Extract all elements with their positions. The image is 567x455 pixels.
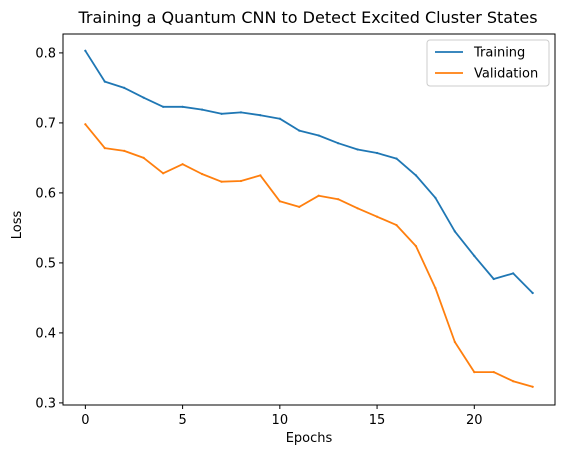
- data-point-validation: [142, 156, 145, 159]
- x-axis-label: Epochs: [286, 431, 333, 446]
- data-point-training: [512, 272, 515, 275]
- data-point-validation: [123, 149, 126, 152]
- data-point-validation: [259, 174, 262, 177]
- data-point-training: [162, 105, 165, 108]
- data-point-training: [123, 86, 126, 89]
- legend: Training Validation: [426, 39, 550, 87]
- chart-title: Training a Quantum CNN to Detect Excited…: [77, 8, 537, 27]
- data-point-validation: [239, 179, 243, 183]
- data-point-validation: [181, 163, 184, 166]
- data-point-validation: [473, 371, 476, 374]
- data-point-training: [492, 277, 495, 281]
- data-point-validation: [278, 200, 281, 203]
- data-point-validation: [84, 123, 87, 126]
- y-tick-label: 0.4: [35, 326, 56, 341]
- data-point-training: [298, 129, 301, 132]
- data-point-validation: [356, 207, 359, 210]
- axes: 0 5 10 15 20 0.3 0.4 0.5 0.6 0.7 0.8: [35, 33, 556, 428]
- data-point-training: [278, 117, 281, 120]
- data-point-validation: [512, 380, 515, 383]
- data-point-validation: [492, 371, 495, 374]
- x-tick-label: 0: [81, 413, 89, 428]
- data-point-training: [239, 111, 243, 114]
- legend-label-training: Training: [473, 46, 525, 61]
- data-point-training: [84, 49, 87, 52]
- data-point-training: [395, 157, 398, 160]
- data-point-validation: [298, 205, 301, 208]
- series-line-training: [84, 49, 534, 295]
- x-tick-label: 15: [369, 413, 386, 428]
- data-point-validation: [395, 224, 398, 227]
- data-point-training: [453, 230, 456, 233]
- data-point-validation: [162, 172, 165, 175]
- data-point-training: [356, 148, 359, 151]
- series-line-validation: [84, 123, 534, 388]
- data-point-training: [181, 105, 184, 108]
- y-tick-label: 0.3: [35, 396, 56, 411]
- legend-label-validation: Validation: [474, 67, 538, 82]
- x-tick-label: 10: [272, 413, 289, 428]
- data-point-training: [531, 291, 534, 295]
- y-tick-label: 0.5: [35, 256, 56, 271]
- data-point-training: [259, 114, 262, 117]
- data-point-validation: [531, 385, 534, 388]
- plot-area: [84, 49, 534, 388]
- data-point-validation: [434, 287, 437, 290]
- x-tick-label: 5: [178, 413, 186, 428]
- y-tick-label: 0.6: [35, 186, 56, 201]
- data-point-training: [414, 174, 418, 177]
- axes-frame: [62, 33, 556, 406]
- data-point-validation: [220, 180, 223, 183]
- data-point-validation: [453, 340, 456, 344]
- data-point-training: [317, 134, 320, 137]
- data-point-validation: [337, 198, 340, 201]
- data-point-training: [337, 142, 340, 145]
- data-point-training: [142, 96, 145, 99]
- data-point-validation: [103, 147, 106, 150]
- data-point-validation: [317, 194, 320, 197]
- y-tick-label: 0.8: [35, 46, 56, 61]
- data-point-validation: [200, 172, 204, 176]
- x-tick-label: 20: [466, 413, 483, 428]
- data-point-training: [434, 196, 437, 199]
- data-point-validation: [414, 245, 418, 248]
- data-point-training: [375, 151, 379, 155]
- data-point-training: [473, 254, 476, 257]
- data-point-validation: [375, 215, 379, 218]
- data-point-training: [220, 112, 223, 115]
- y-axis-label: Loss: [10, 211, 25, 240]
- y-tick-label: 0.7: [35, 116, 56, 131]
- data-point-training: [200, 108, 204, 111]
- data-point-training: [103, 80, 106, 83]
